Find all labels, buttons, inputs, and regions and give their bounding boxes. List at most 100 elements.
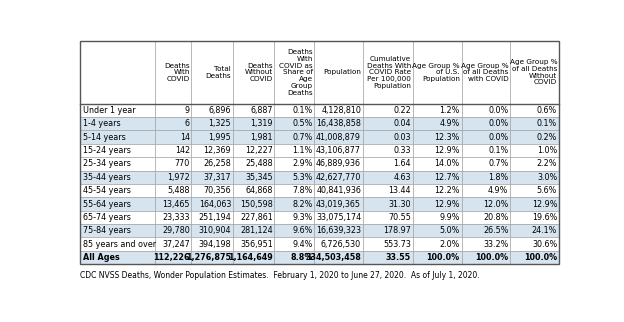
Bar xyxy=(510,144,559,157)
Bar xyxy=(155,157,191,171)
Bar xyxy=(510,211,559,224)
Bar xyxy=(314,144,363,157)
Text: 100.0%: 100.0% xyxy=(427,253,460,262)
Text: 1.1%: 1.1% xyxy=(293,146,313,155)
Bar xyxy=(510,41,559,104)
Text: 100.0%: 100.0% xyxy=(524,253,557,262)
Text: 33.55: 33.55 xyxy=(386,253,411,262)
Text: 16,639,323: 16,639,323 xyxy=(316,226,361,235)
Bar xyxy=(80,130,155,144)
Bar xyxy=(275,104,314,117)
Text: 65-74 years: 65-74 years xyxy=(84,213,131,222)
Bar xyxy=(191,224,233,238)
Bar xyxy=(413,144,462,157)
Bar xyxy=(363,144,413,157)
Bar xyxy=(275,197,314,211)
Text: 310,904: 310,904 xyxy=(198,226,231,235)
Bar xyxy=(191,117,233,130)
Text: 251,194: 251,194 xyxy=(198,213,231,222)
Text: 70.55: 70.55 xyxy=(388,213,411,222)
Text: 19.6%: 19.6% xyxy=(532,213,557,222)
Bar xyxy=(363,224,413,238)
Text: 6,726,530: 6,726,530 xyxy=(321,240,361,249)
Text: 1,319: 1,319 xyxy=(250,119,273,128)
Text: 0.22: 0.22 xyxy=(393,106,411,115)
Bar xyxy=(191,171,233,184)
Text: 46,889,936: 46,889,936 xyxy=(316,159,361,168)
Text: Age Group %
of U.S.
Population: Age Group % of U.S. Population xyxy=(412,62,460,82)
Text: 0.7%: 0.7% xyxy=(488,159,509,168)
Text: 45-54 years: 45-54 years xyxy=(84,186,131,195)
Bar xyxy=(314,224,363,238)
Text: 356,951: 356,951 xyxy=(240,240,273,249)
Text: 35-44 years: 35-44 years xyxy=(84,173,131,182)
Text: 35,345: 35,345 xyxy=(245,173,273,182)
Text: 0.1%: 0.1% xyxy=(537,119,557,128)
Bar xyxy=(275,157,314,171)
Text: 281,124: 281,124 xyxy=(240,226,273,235)
Text: 0.7%: 0.7% xyxy=(292,133,313,142)
Text: 40,841,936: 40,841,936 xyxy=(316,186,361,195)
Text: 394,198: 394,198 xyxy=(198,240,231,249)
Text: 9.6%: 9.6% xyxy=(292,226,313,235)
Text: 26,258: 26,258 xyxy=(203,159,231,168)
Text: 30.6%: 30.6% xyxy=(532,240,557,249)
Text: 9: 9 xyxy=(185,106,190,115)
Bar xyxy=(155,197,191,211)
Bar xyxy=(155,171,191,184)
Text: 5.0%: 5.0% xyxy=(439,226,460,235)
Bar xyxy=(275,184,314,197)
Bar xyxy=(462,157,510,171)
Text: 29,780: 29,780 xyxy=(162,226,190,235)
Bar xyxy=(462,104,510,117)
Bar xyxy=(233,238,275,251)
Bar xyxy=(233,104,275,117)
Bar xyxy=(363,251,413,264)
Text: 55-64 years: 55-64 years xyxy=(84,200,131,209)
Text: 0.2%: 0.2% xyxy=(537,133,557,142)
Text: 3.0%: 3.0% xyxy=(537,173,557,182)
Bar xyxy=(363,238,413,251)
Text: 33.2%: 33.2% xyxy=(483,240,509,249)
Bar xyxy=(510,197,559,211)
Bar xyxy=(80,157,155,171)
Text: 178.97: 178.97 xyxy=(383,226,411,235)
Bar xyxy=(314,251,363,264)
Text: 7.8%: 7.8% xyxy=(292,186,313,195)
Bar xyxy=(413,184,462,197)
Text: 23,333: 23,333 xyxy=(162,213,190,222)
Text: 6,887: 6,887 xyxy=(250,106,273,115)
Bar xyxy=(155,184,191,197)
Text: 0.1%: 0.1% xyxy=(293,106,313,115)
Bar xyxy=(155,104,191,117)
Text: 1-4 years: 1-4 years xyxy=(84,119,121,128)
Text: 75-84 years: 75-84 years xyxy=(84,226,131,235)
Text: 4,128,810: 4,128,810 xyxy=(321,106,361,115)
Bar xyxy=(191,130,233,144)
Bar xyxy=(233,144,275,157)
Bar xyxy=(413,41,462,104)
Text: 15-24 years: 15-24 years xyxy=(84,146,131,155)
Text: 150,598: 150,598 xyxy=(240,200,273,209)
Bar xyxy=(155,238,191,251)
Bar xyxy=(462,41,510,104)
Text: 12,369: 12,369 xyxy=(203,146,231,155)
Bar xyxy=(191,184,233,197)
Text: 14: 14 xyxy=(180,133,190,142)
Bar xyxy=(462,238,510,251)
Text: 164,063: 164,063 xyxy=(199,200,231,209)
Text: 25,488: 25,488 xyxy=(245,159,273,168)
Bar xyxy=(233,130,275,144)
Text: 770: 770 xyxy=(175,159,190,168)
Text: 1.64: 1.64 xyxy=(393,159,411,168)
Text: 37,247: 37,247 xyxy=(162,240,190,249)
Bar xyxy=(275,211,314,224)
Bar xyxy=(413,104,462,117)
Text: 1.8%: 1.8% xyxy=(488,173,509,182)
Text: 13,465: 13,465 xyxy=(162,200,190,209)
Bar xyxy=(191,251,233,264)
Bar xyxy=(413,251,462,264)
Text: All Ages: All Ages xyxy=(84,253,120,262)
Text: 1,164,649: 1,164,649 xyxy=(228,253,273,262)
Bar xyxy=(413,130,462,144)
